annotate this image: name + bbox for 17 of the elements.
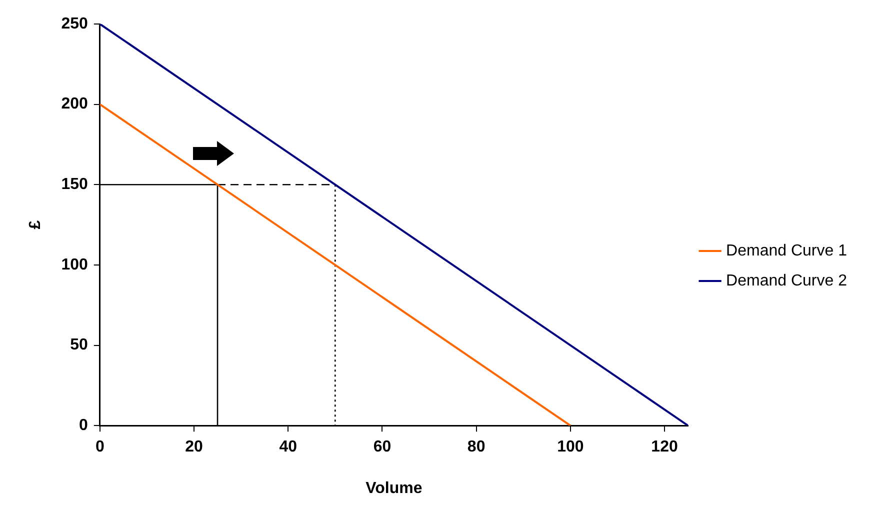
x-tick-label: 0 [95, 438, 104, 456]
y-tick-label: 0 [78, 417, 88, 434]
x-tick-label: 60 [373, 438, 392, 456]
x-axis-title: Volume [366, 480, 422, 497]
x-tick-label: 40 [279, 438, 298, 456]
y-tick-label: 50 [70, 336, 88, 354]
y-axis-title: £ [27, 220, 44, 230]
y-tick-label: 250 [61, 15, 88, 32]
legend-label: Demand Curve 1 [726, 242, 848, 260]
x-tick-label: 20 [185, 438, 203, 456]
x-tick-label: 100 [557, 438, 584, 456]
legend-label: Demand Curve 2 [726, 272, 848, 290]
x-tick-label: 80 [467, 438, 486, 456]
y-tick-label: 100 [61, 256, 88, 274]
y-tick-label: 200 [61, 96, 88, 113]
x-tick-label: 120 [651, 438, 678, 456]
y-tick-label: 150 [61, 176, 88, 194]
